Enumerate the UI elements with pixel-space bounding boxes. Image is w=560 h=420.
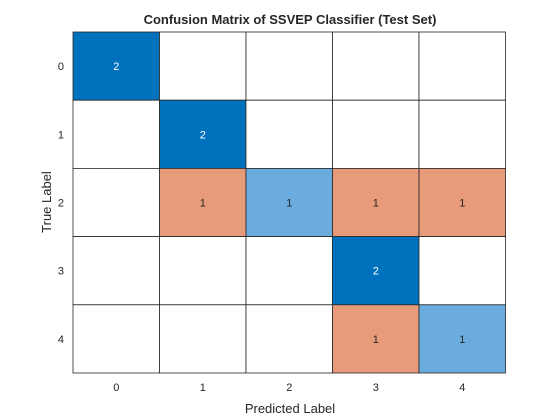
x-tick-label: 2 [286, 382, 292, 394]
y-axis-label: True Label [39, 171, 54, 233]
matrix-cell-r0-c1 [159, 31, 247, 101]
matrix-cell-r4-c0 [72, 304, 160, 374]
matrix-cell-r2-c0 [72, 167, 160, 237]
matrix-cell-r4-c1 [159, 304, 247, 374]
matrix-cell-r4-c3 [332, 304, 420, 374]
matrix-cell-r0-c3 [332, 31, 420, 101]
cell-value-label: 1 [200, 198, 206, 210]
x-tick-label: 1 [200, 382, 206, 394]
matrix-cell-r2-c4 [418, 167, 506, 237]
matrix-cell-r4-c4 [418, 304, 506, 374]
matrix-cell-r3-c0 [72, 236, 160, 306]
matrix-cell-r1-c4 [418, 99, 506, 169]
y-tick-label: 4 [58, 334, 64, 346]
y-tick-label: 3 [58, 266, 64, 278]
matrix-cell-r3-c2 [245, 236, 333, 306]
x-axis-label: Predicted Label [245, 401, 335, 416]
y-tick-label: 2 [58, 198, 64, 210]
x-tick-label: 3 [373, 382, 379, 394]
matrix-cell-r2-c1 [159, 167, 247, 237]
matrix-cell-r1-c2 [245, 99, 333, 169]
cell-value-label: 1 [286, 198, 292, 210]
matrix-cell-r3-c4 [418, 236, 506, 306]
matrix-cell-r2-c3 [332, 167, 420, 237]
matrix-cell-r3-c1 [159, 236, 247, 306]
y-tick-labels: 0 1 2 3 4 [58, 61, 64, 346]
matrix-cell-r1-c0 [72, 99, 160, 169]
x-tick-label: 4 [459, 382, 465, 394]
cells-group: 2 2 1 1 1 1 2 1 1 [72, 31, 506, 374]
cell-value-label: 1 [373, 198, 379, 210]
cell-value-label: 2 [373, 266, 379, 278]
matrix-cell-r4-c2 [245, 304, 333, 374]
cell-value-label: 1 [459, 334, 465, 346]
cell-value-label: 2 [113, 61, 119, 73]
matrix-cell-r0-c0 [72, 31, 160, 101]
matrix-cell-r1-c3 [332, 99, 420, 169]
x-tick-labels: 0 1 2 3 4 [113, 382, 465, 394]
cell-value-label: 1 [459, 198, 465, 210]
matrix-cell-r0-c2 [245, 31, 333, 101]
y-tick-label: 0 [58, 61, 64, 73]
x-tick-label: 0 [113, 382, 119, 394]
y-tick-label: 1 [58, 129, 64, 141]
cell-value-label: 2 [200, 129, 206, 141]
matrix-cell-r2-c2 [245, 167, 333, 237]
matrix-cell-r1-c1 [159, 99, 247, 169]
chart-title: Confusion Matrix of SSVEP Classifier (Te… [144, 12, 437, 27]
matrix-cell-r0-c4 [418, 31, 506, 101]
cell-value-label: 1 [373, 334, 379, 346]
